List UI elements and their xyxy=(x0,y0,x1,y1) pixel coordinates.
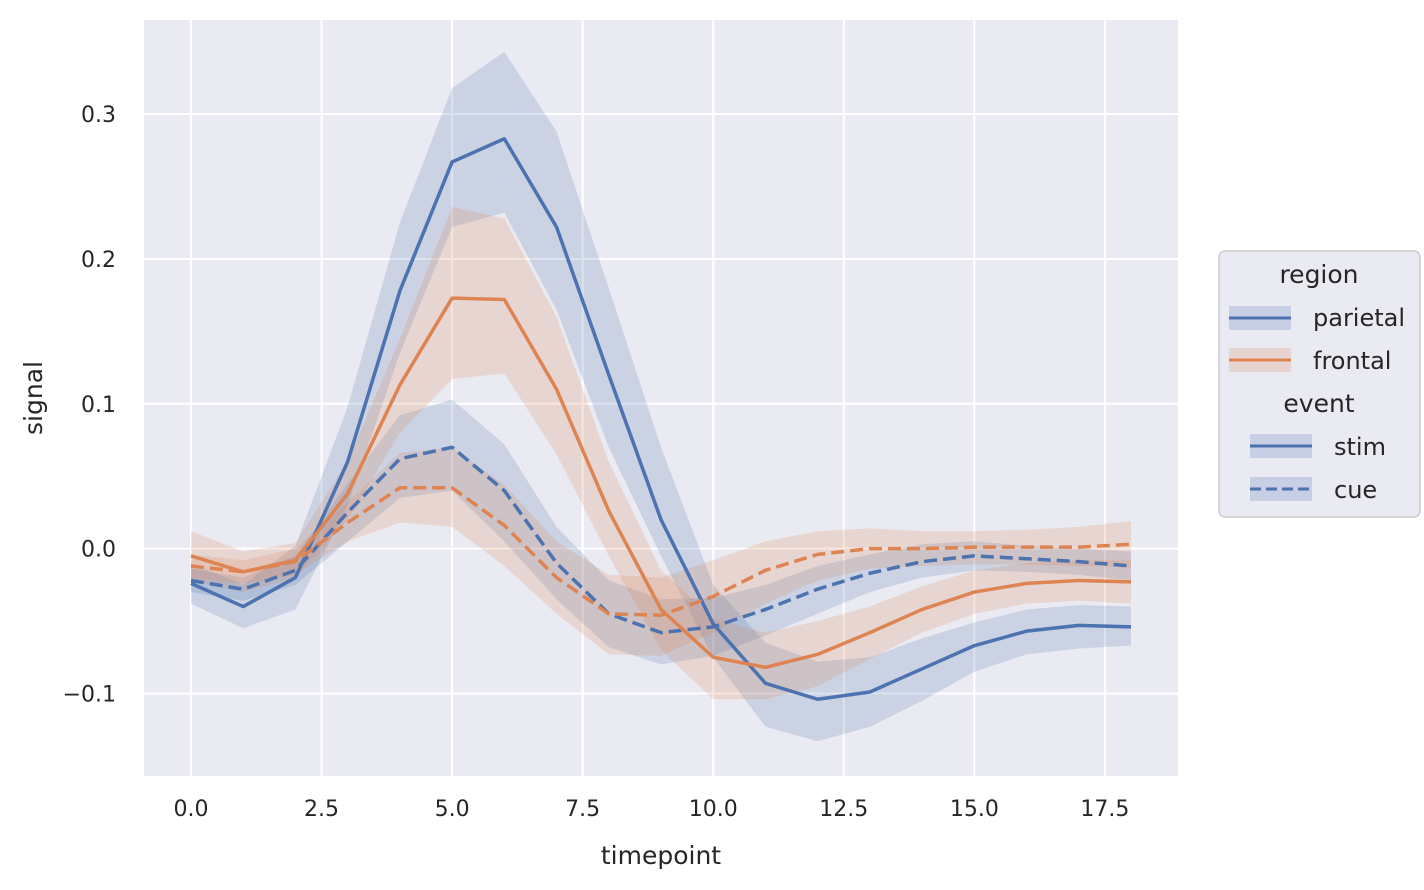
y-tick-label: −0.1 xyxy=(63,682,116,707)
y-tick-label: 0.3 xyxy=(81,103,116,128)
y-tick-label: 0.1 xyxy=(81,393,116,418)
legend-title-event: event xyxy=(1283,389,1354,418)
series-line-parietal-cue xyxy=(190,445,1132,635)
x-tick-label: 12.5 xyxy=(819,797,868,822)
series-line-parietal-stim xyxy=(190,137,1132,701)
x-tick-label: 17.5 xyxy=(1080,797,1129,822)
legend-frame xyxy=(1218,250,1421,518)
x-tick-label: 0.0 xyxy=(174,797,209,822)
legend-label-stim: stim xyxy=(1334,433,1386,461)
legend-label-cue: cue xyxy=(1334,476,1377,504)
legend: region parietal frontal event stim cue xyxy=(1218,250,1421,518)
legend-label-frontal: frontal xyxy=(1313,347,1391,375)
y-axis-label: signal xyxy=(19,361,48,435)
series-lines xyxy=(190,137,1132,701)
x-axis-label: timepoint xyxy=(601,841,721,870)
confidence-band-frontal-cue xyxy=(191,447,1131,656)
series-line-frontal-stim xyxy=(190,296,1132,670)
plot-background xyxy=(144,20,1178,776)
y-tick-label: 0.0 xyxy=(81,538,116,563)
y-tick-label: 0.2 xyxy=(81,248,116,273)
confidence-band-frontal-stim xyxy=(191,206,1131,700)
x-tick-label: 7.5 xyxy=(565,797,600,822)
x-tick-label: 10.0 xyxy=(689,797,738,822)
legend-label-parietal: parietal xyxy=(1313,304,1405,332)
x-tick-label: 15.0 xyxy=(950,797,999,822)
x-tick-label: 5.0 xyxy=(435,797,470,822)
x-tick-label: 2.5 xyxy=(304,797,339,822)
confidence-band-parietal-cue xyxy=(191,399,1131,665)
tick-labels: 0.0 2.5 5.0 7.5 10.0 12.5 15.0 17.5 −0.1 0.0 0.1 0.… xyxy=(63,103,1130,822)
series-line-frontal-cue xyxy=(190,486,1132,617)
legend-title-region: region xyxy=(1279,260,1358,289)
